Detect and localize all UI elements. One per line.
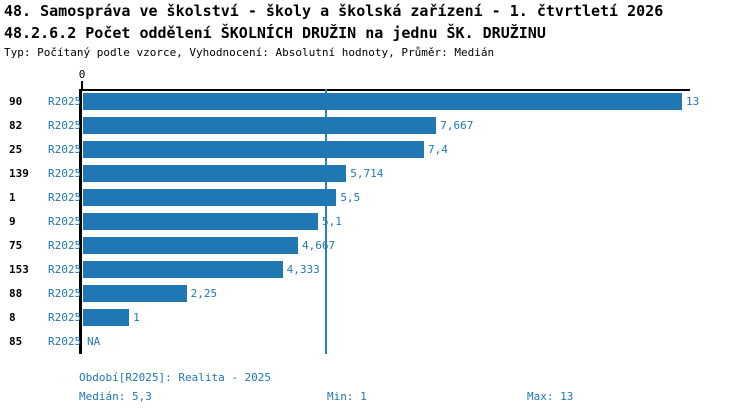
row-category-label: 139 bbox=[9, 167, 29, 180]
row-value-label: 4,667 bbox=[302, 239, 336, 252]
row-value-label: 5,1 bbox=[321, 215, 342, 228]
row-category-label: 88 bbox=[9, 287, 23, 300]
row-value-label: NA bbox=[87, 335, 101, 348]
chart-row: 85 R2025 NA bbox=[0, 330, 750, 354]
row-category-label: 25 bbox=[9, 143, 23, 156]
chart-row: 139 R2025 5,714 bbox=[0, 162, 750, 186]
bar[interactable] bbox=[83, 117, 437, 134]
row-category-label: 153 bbox=[9, 263, 29, 276]
chart-row: 9 R2025 5,1 bbox=[0, 210, 750, 234]
chart-row: 153 R2025 4,333 bbox=[0, 258, 750, 282]
row-series-label: R2025 bbox=[48, 143, 82, 156]
footer-max-label: Max: 13 bbox=[527, 390, 574, 403]
chart-rows: 90 R2025 13 82 R2025 7,667 25 R2025 7,4 … bbox=[0, 90, 750, 354]
median-reference-line bbox=[325, 89, 328, 354]
row-series-label: R2025 bbox=[48, 335, 82, 348]
bar[interactable] bbox=[83, 261, 283, 278]
bar[interactable] bbox=[83, 141, 424, 158]
footer-median-label: Medián: 5,3 bbox=[79, 390, 152, 403]
report-title: 48. Samospráva ve školství - školy a ško… bbox=[4, 2, 664, 20]
row-category-label: 75 bbox=[9, 239, 23, 252]
row-series-label: R2025 bbox=[48, 167, 82, 180]
x-axis-tick bbox=[81, 81, 83, 89]
row-series-label: R2025 bbox=[48, 311, 82, 324]
bar[interactable] bbox=[83, 165, 347, 182]
bar[interactable] bbox=[83, 213, 318, 230]
chart-row: 82 R2025 7,667 bbox=[0, 114, 750, 138]
row-series-label: R2025 bbox=[48, 119, 82, 132]
row-category-label: 9 bbox=[9, 215, 16, 228]
chart-row: 88 R2025 2,25 bbox=[0, 282, 750, 306]
bar[interactable] bbox=[83, 93, 682, 110]
footer-period-label: Období[R2025]: Realita - 2025 bbox=[79, 371, 272, 384]
y-axis-line bbox=[79, 89, 82, 354]
row-series-label: R2025 bbox=[48, 263, 82, 276]
report-subtitle: 48.2.6.2 Počet oddělení ŠKOLNÍCH DRUŽIN … bbox=[4, 24, 546, 42]
bar[interactable] bbox=[83, 285, 187, 302]
chart-row: 1 R2025 5,5 bbox=[0, 186, 750, 210]
row-series-label: R2025 bbox=[48, 95, 82, 108]
x-axis-zero-tick-label: 0 bbox=[78, 68, 86, 81]
row-category-label: 82 bbox=[9, 119, 23, 132]
chart-row: 8 R2025 1 bbox=[0, 306, 750, 330]
bar[interactable] bbox=[83, 237, 299, 254]
row-series-label: R2025 bbox=[48, 287, 82, 300]
row-value-label: 1 bbox=[133, 311, 140, 324]
row-value-label: 5,5 bbox=[340, 191, 361, 204]
row-value-label: 7,667 bbox=[440, 119, 474, 132]
row-value-label: 7,4 bbox=[427, 143, 448, 156]
plot-top-border bbox=[79, 89, 690, 91]
row-category-label: 90 bbox=[9, 95, 23, 108]
row-category-label: 1 bbox=[9, 191, 16, 204]
row-series-label: R2025 bbox=[48, 215, 82, 228]
footer-min-label: Min: 1 bbox=[327, 390, 367, 403]
chart-row: 25 R2025 7,4 bbox=[0, 138, 750, 162]
row-category-label: 8 bbox=[9, 311, 16, 324]
chart-row: 75 R2025 4,667 bbox=[0, 234, 750, 258]
bar[interactable] bbox=[83, 189, 337, 206]
row-value-label: 5,714 bbox=[350, 167, 384, 180]
chart-row: 90 R2025 13 bbox=[0, 90, 750, 114]
report-meta: Typ: Počítaný podle vzorce, Vyhodnocení:… bbox=[4, 46, 495, 59]
row-value-label: 4,333 bbox=[286, 263, 320, 276]
row-category-label: 85 bbox=[9, 335, 23, 348]
row-value-label: 13 bbox=[686, 95, 700, 108]
row-series-label: R2025 bbox=[48, 239, 82, 252]
bar[interactable] bbox=[83, 309, 130, 326]
row-value-label: 2,25 bbox=[190, 287, 218, 300]
row-series-label: R2025 bbox=[48, 191, 82, 204]
